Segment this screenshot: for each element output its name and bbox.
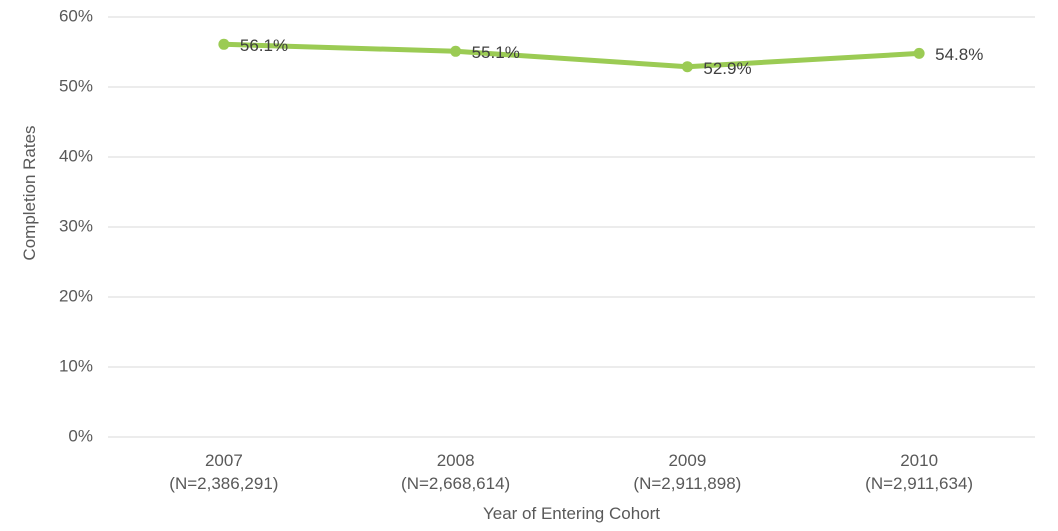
- data-point-marker: [681, 61, 693, 73]
- x-axis-tick-label: 2008 (N=2,668,614): [340, 449, 572, 495]
- cohort-size-label: (N=2,386,291): [169, 474, 279, 493]
- y-axis-tick-label: 20%: [58, 286, 93, 306]
- x-axis-tick-label: 2007 (N=2,386,291): [108, 449, 340, 495]
- x-axis-tick-label: 2010 (N=2,911,634): [803, 449, 1035, 495]
- y-axis-tick-label: 40%: [58, 146, 93, 166]
- y-axis-tick-label: 30%: [58, 216, 93, 236]
- cohort-year-label: 2010: [900, 451, 939, 470]
- y-axis-tick-label: 50%: [58, 76, 93, 96]
- cohort-year-label: 2008: [436, 451, 475, 470]
- y-axis-tick-label: 10%: [58, 356, 93, 376]
- y-axis-title: Completion Rates: [20, 125, 39, 261]
- data-point-label: 56.1%: [239, 36, 289, 56]
- data-point-marker: [450, 45, 462, 57]
- data-point-label: 55.1%: [471, 43, 520, 63]
- data-point-label: 52.9%: [703, 58, 752, 78]
- y-axis-tick-label: 0%: [68, 426, 93, 446]
- x-axis-title: Year of Entering Cohort: [482, 504, 661, 523]
- cohort-year-label: 2007: [204, 451, 243, 470]
- y-axis-tick-label: 60%: [58, 6, 93, 26]
- data-point-marker: [218, 38, 230, 50]
- cohort-size-label: (N=2,668,614): [401, 474, 511, 493]
- series-line: [221, 41, 922, 70]
- data-point-label: 54.8%: [935, 45, 984, 65]
- cohort-size-label: (N=2,911,634): [865, 474, 974, 493]
- x-axis-tick-label: 2009 (N=2,911,898): [571, 449, 803, 495]
- cohort-size-label: (N=2,911,898): [633, 474, 742, 493]
- data-point-marker: [913, 47, 925, 59]
- cohort-year-label: 2009: [668, 451, 707, 470]
